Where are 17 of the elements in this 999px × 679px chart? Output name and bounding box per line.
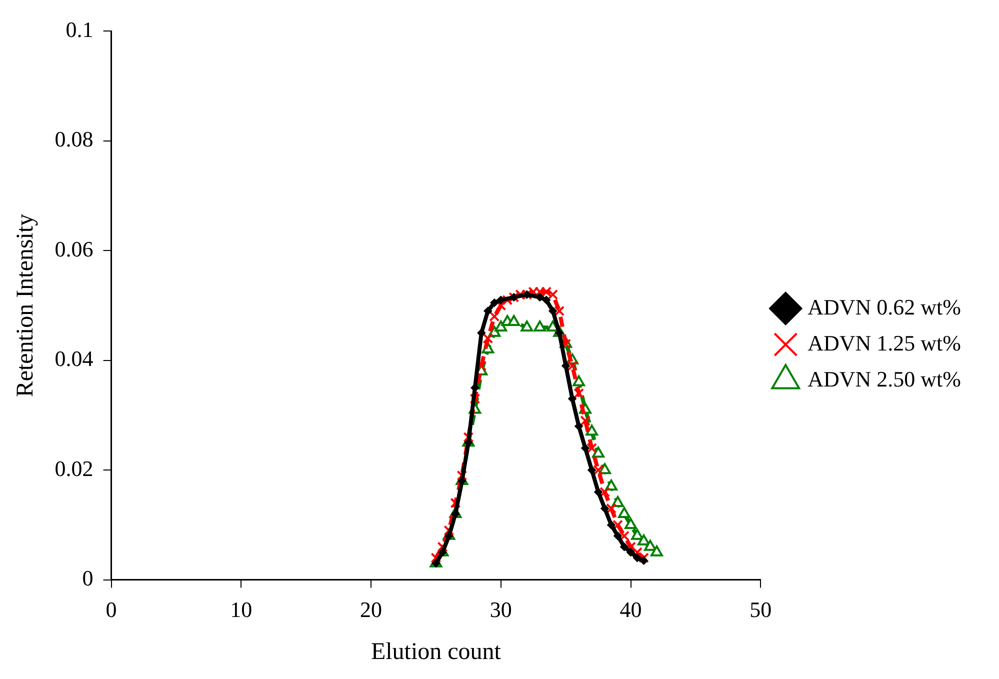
x-tick-label: 0 bbox=[106, 596, 117, 622]
y-tick-label: 0.04 bbox=[54, 346, 94, 372]
y-tick-label: 0 bbox=[82, 566, 94, 591]
x-tick-label: 50 bbox=[750, 596, 772, 622]
y-tick-label: 0.02 bbox=[54, 456, 94, 481]
y-tick-label: 0.08 bbox=[54, 126, 94, 152]
y-tick-label: 0.06 bbox=[54, 236, 94, 262]
legend-label: ADVN 1.25 wt% bbox=[808, 330, 962, 356]
x-tick-label: 40 bbox=[620, 596, 642, 622]
y-tick-label: 0.1 bbox=[66, 16, 94, 42]
legend-label: ADVN 2.50 wt% bbox=[808, 366, 962, 392]
legend-label: ADVN 0.62 wt% bbox=[808, 294, 962, 320]
x-tick-label: 30 bbox=[490, 596, 512, 622]
x-axis-title: Elution count bbox=[370, 638, 502, 665]
x-tick-label: 10 bbox=[230, 596, 252, 622]
y-axis-title: Retention Intensity bbox=[12, 214, 39, 398]
x-tick-label: 20 bbox=[360, 596, 382, 622]
